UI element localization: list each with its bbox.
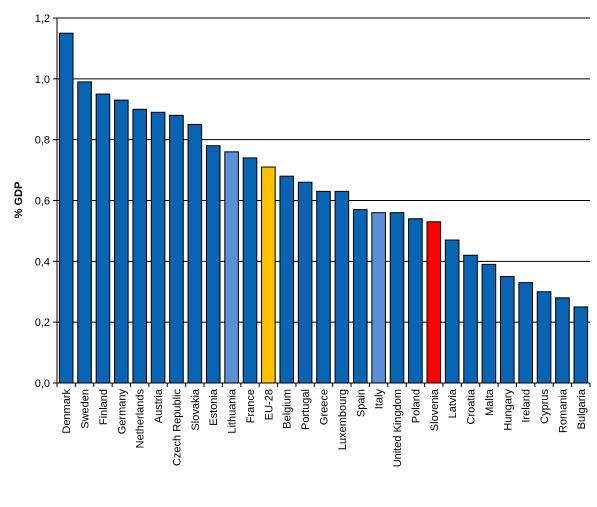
bar-united-kingdom [389, 212, 405, 384]
y-tick-label: 0,6 [35, 196, 50, 208]
x-tick-label: Czech Republic [171, 389, 183, 467]
x-tick-label: Slovakia [190, 388, 202, 430]
bar-bulgaria [573, 306, 589, 384]
x-tick-label: Cyprus [539, 389, 551, 424]
bar-czech-republic [169, 114, 184, 384]
y-tick-labels: 0,0 0,2 0,4 0,6 0,8 1,0 1,2 [35, 13, 50, 390]
bar-luxembourg [334, 190, 350, 384]
bar-latvia [444, 239, 460, 384]
bar-slovenia [426, 221, 442, 384]
x-tick-label: Latvia [447, 388, 459, 418]
axes [53, 17, 591, 387]
x-tick-label: Germany [116, 389, 128, 435]
x-tick-label: Finland [98, 389, 110, 425]
x-tick-label: Belgium [282, 389, 294, 429]
y-tick-label: 0,8 [35, 135, 50, 147]
bar-portugal [297, 181, 313, 384]
bar-italy [371, 212, 386, 384]
bar-croatia [463, 254, 478, 384]
x-tick-label: Sweden [80, 389, 92, 429]
bar-slovakia [187, 123, 203, 384]
y-tick-label: 0,2 [35, 317, 50, 329]
y-axis-label: % GDP [13, 182, 25, 219]
bar-greece [316, 190, 331, 384]
bar-poland [408, 218, 423, 384]
x-tick-label: Hungary [502, 389, 514, 431]
x-tick-label: Poland [410, 389, 422, 423]
bar-malta [481, 263, 497, 384]
x-tick-label: Lithuania [227, 388, 239, 434]
bar-denmark [58, 32, 74, 384]
x-tick-label: Estonia [208, 388, 220, 426]
x-tick-label: Bulgaria [576, 388, 588, 429]
bar-cyprus [536, 291, 552, 384]
bar-spain [352, 209, 368, 384]
bar-lithuania [224, 151, 239, 384]
bar-finland [95, 93, 111, 384]
x-tick-label: Denmark [61, 389, 73, 434]
x-tick-label: United Kingdom [392, 389, 404, 467]
bar-netherlands [132, 108, 148, 384]
bar-germany [114, 99, 129, 384]
x-tick-label: Austria [153, 388, 165, 423]
y-tick-label: 0,0 [35, 378, 50, 390]
y-tick-label: 1,2 [35, 13, 50, 25]
x-tick-label: Spain [355, 389, 367, 417]
bar-estonia [205, 145, 221, 384]
bar-hungary [499, 276, 515, 384]
x-tick-label: Malta [484, 388, 496, 416]
bar-eu-28 [261, 166, 276, 384]
x-tick-label: Greece [319, 389, 331, 425]
x-tick-label: Portugal [300, 389, 312, 430]
bars [58, 32, 589, 384]
x-tick-labels: Denmark Sweden Finland Germany Netherlands Au… [61, 388, 588, 467]
bar-romania [555, 297, 570, 384]
bar-belgium [279, 175, 295, 384]
x-tick-label: Ireland [521, 389, 533, 423]
y-tick-label: 0,4 [35, 256, 50, 268]
bar-ireland [518, 282, 533, 384]
x-tick-label: France [245, 389, 257, 423]
x-tick-label: Croatia [466, 388, 478, 424]
x-tick-label: Italy [374, 389, 386, 410]
x-tick-label: Slovenia [429, 388, 441, 431]
y-tick-label: 1,0 [35, 74, 50, 86]
bar-austria [150, 111, 166, 384]
bar-france [242, 157, 258, 384]
x-tick-label: Luxembourg [337, 389, 349, 450]
x-tick-label: Romania [557, 388, 569, 433]
bar-sweden [77, 81, 92, 384]
x-tick-label: EU-28 [263, 389, 275, 420]
x-tick-label: Netherlands [135, 389, 147, 449]
